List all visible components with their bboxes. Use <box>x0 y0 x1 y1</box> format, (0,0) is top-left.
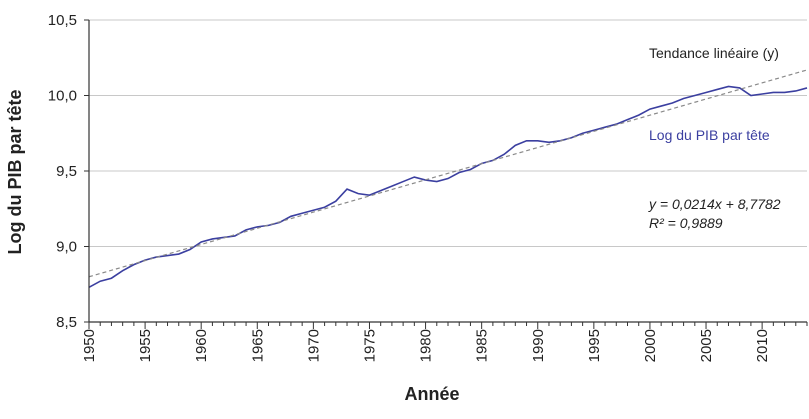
x-tick-label: 2010 <box>754 329 771 362</box>
x-tick-label: 1995 <box>586 329 603 362</box>
x-tick-label: 2000 <box>642 329 659 362</box>
x-tick-label: 1960 <box>193 329 210 362</box>
x-tick-label: 1965 <box>249 329 266 362</box>
y-tick-label: 10,5 <box>48 12 77 29</box>
y-tick-label: 10,0 <box>48 88 77 105</box>
x-tick-label: 1990 <box>530 329 547 362</box>
x-tick-label: 1985 <box>474 329 491 362</box>
series-layer <box>88 69 808 288</box>
r-squared-label: R² = 0,9889 <box>649 215 723 231</box>
axes <box>84 19 808 329</box>
gridlines <box>89 19 807 247</box>
y-tick-label: 8,5 <box>56 314 77 331</box>
x-tick-label: 1980 <box>418 329 435 362</box>
gdp-series-line <box>88 85 808 288</box>
x-axis-title: Année <box>404 384 459 404</box>
y-tick-labels: 8,5 9,0 9,5 10,0 10,5 <box>48 12 77 331</box>
y-tick-label: 9,0 <box>56 239 77 256</box>
x-tick-labels: 1950 1955 1960 1965 1970 1975 1980 1985 1990 1995… <box>81 329 771 362</box>
x-tick-label: 1950 <box>81 329 98 362</box>
x-tick-label: 1975 <box>361 329 378 362</box>
x-tick-label: 1970 <box>305 329 322 362</box>
x-tick-label: 1955 <box>137 329 154 362</box>
series-line-label: Log du PIB par tête <box>649 127 770 143</box>
x-tick-label: 2005 <box>698 329 715 362</box>
trend-line <box>88 69 808 278</box>
trend-line-label: Tendance linéaire (y) <box>649 45 779 61</box>
regression-equation: y = 0,0214x + 8,7782 <box>648 196 781 212</box>
y-axis-title: Log du PIB par tête <box>5 89 25 254</box>
y-tick-label: 9,5 <box>56 163 77 180</box>
